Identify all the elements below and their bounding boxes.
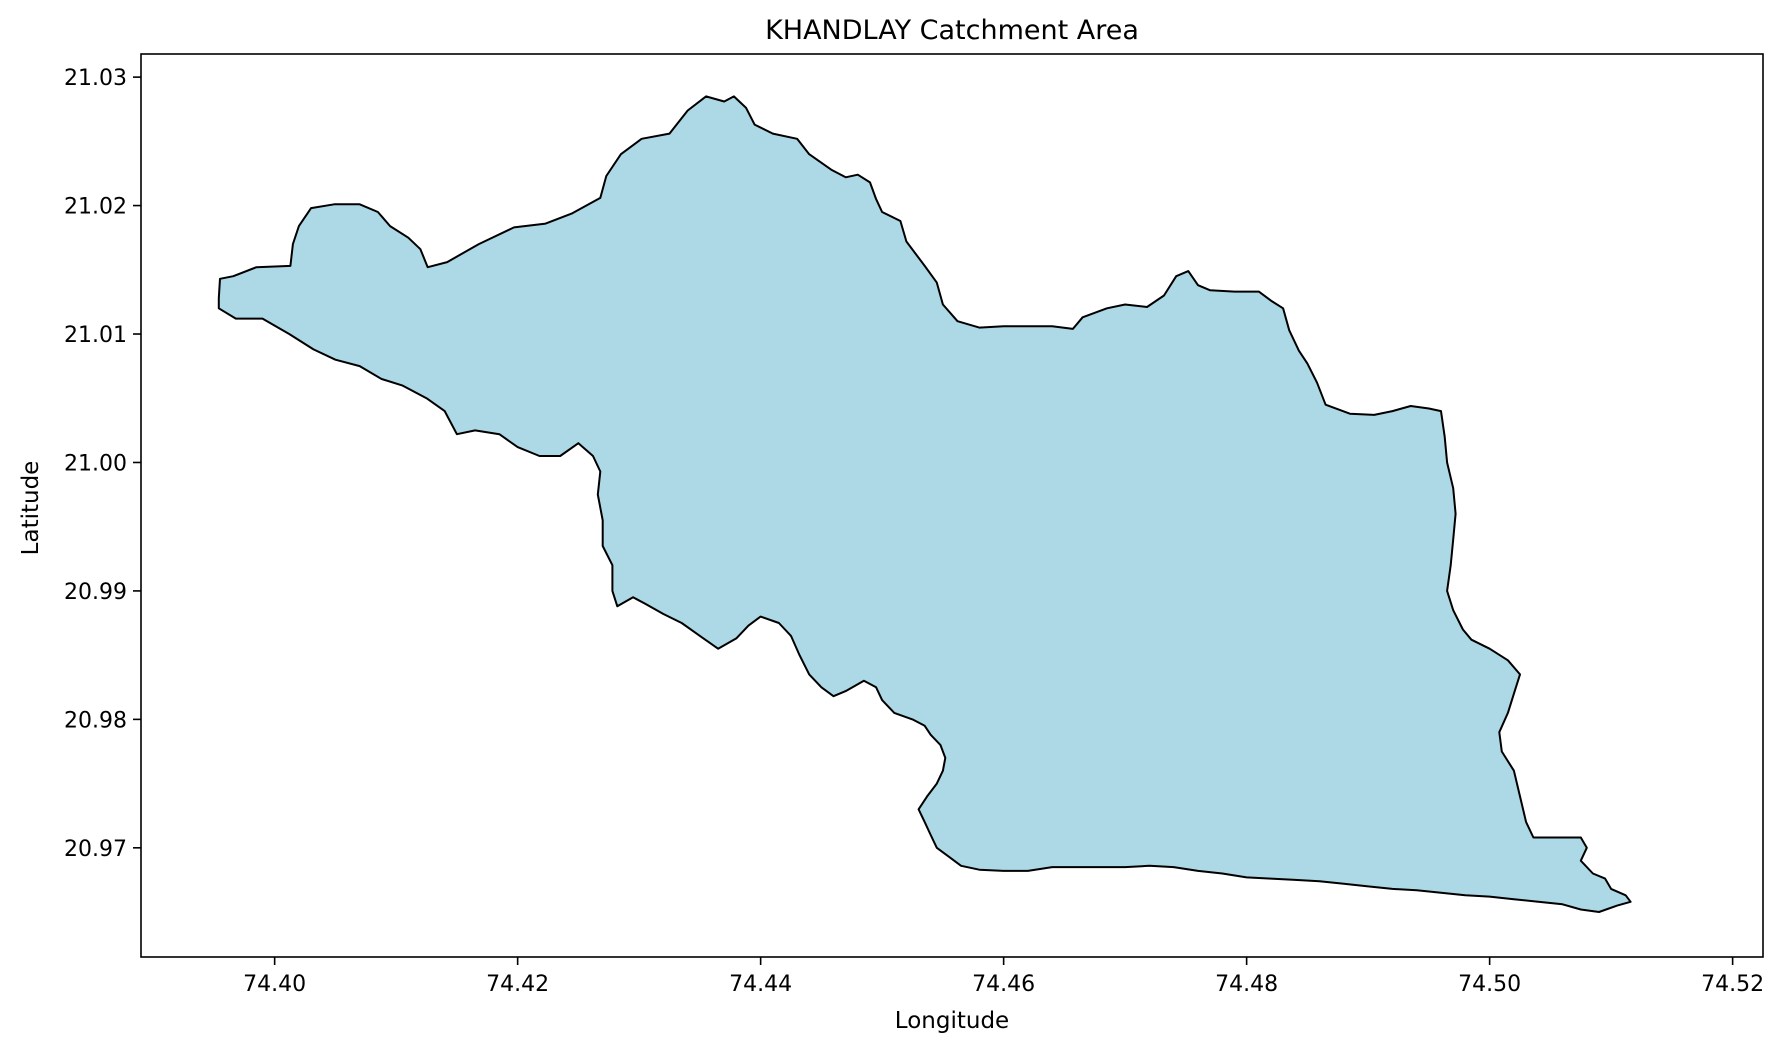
y-tick-label: 20.97 (64, 837, 127, 862)
x-axis: 74.40 74.42 74.44 74.46 74.48 74.50 74.52 (243, 957, 1764, 997)
x-tick-label: 74.46 (972, 972, 1035, 997)
x-tick-label: 74.48 (1215, 972, 1278, 997)
x-tick-label: 74.44 (729, 972, 792, 997)
y-tick-label: 21.03 (64, 66, 127, 91)
y-tick-label: 21.01 (64, 323, 127, 348)
plot-area (140, 53, 1764, 958)
y-tick-label: 21.00 (64, 451, 127, 476)
y-tick-label: 20.98 (64, 708, 127, 733)
y-tick-label: 21.02 (64, 195, 127, 220)
y-tick-label: 20.99 (64, 580, 127, 605)
x-tick-label: 74.40 (243, 972, 306, 997)
x-tick-label: 74.42 (486, 972, 549, 997)
y-axis: 20.97 20.98 20.99 21.00 21.01 21.02 21.03 (64, 66, 141, 862)
y-axis-title: Latitude (18, 461, 44, 556)
x-tick-label: 74.52 (1701, 972, 1764, 997)
axes-frame (140, 53, 1764, 958)
x-axis-title: Longitude (895, 1008, 1009, 1034)
chart-title: KHANDLAY Catchment Area (765, 15, 1139, 46)
x-tick-label: 74.50 (1458, 972, 1521, 997)
catchment-polygon[interactable] (217, 95, 1632, 913)
